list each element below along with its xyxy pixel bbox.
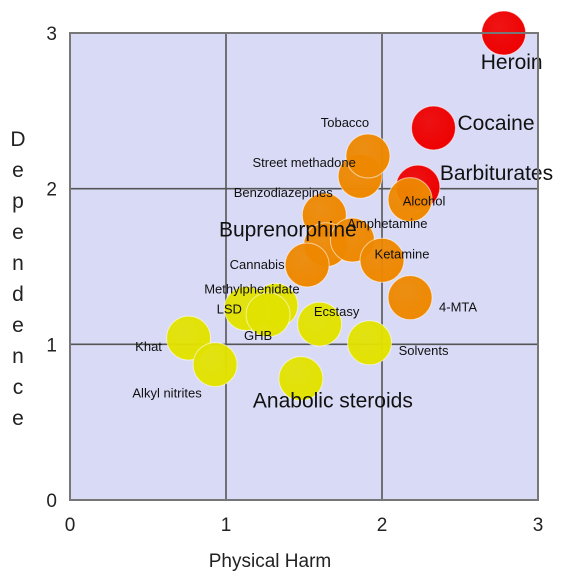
x-tick-label: 2 — [377, 515, 388, 536]
y-axis-label-letter: d — [12, 283, 24, 306]
point-label-amphetamine: Amphetamine — [347, 216, 427, 231]
point-ketamine — [359, 237, 405, 283]
point-label-methylphenidate: Methylphenidate — [204, 281, 299, 296]
x-tick-label: 3 — [533, 515, 544, 536]
point-label-barbiturates: Barbiturates — [440, 162, 553, 185]
point-label-solvents: Solvents — [399, 343, 449, 358]
point-label-ketamine: Ketamine — [375, 246, 430, 261]
point-label-cocaine: Cocaine — [457, 112, 534, 135]
y-axis-label-letter: n — [12, 252, 24, 275]
point-alkyl-nitrites — [192, 342, 238, 388]
point-label-ecstasy: Ecstasy — [314, 304, 360, 319]
point-label-khat: Khat — [135, 339, 162, 354]
point-label-heroin: Heroin — [481, 51, 543, 74]
point-cocaine — [410, 105, 456, 151]
x-tick-label: 1 — [221, 515, 232, 536]
y-tick-label: 0 — [46, 491, 57, 512]
y-axis-label-letter: p — [12, 190, 24, 213]
y-tick-label: 3 — [46, 24, 57, 45]
y-axis-label-letter: n — [12, 345, 24, 368]
tick-labels: 0 1 2 3 0 1 2 3 — [46, 24, 543, 536]
point-label-cannabis: Cannabis — [230, 257, 285, 272]
point-alcohol — [387, 177, 433, 223]
point-label-buprenorphine: Buprenorphine — [219, 219, 357, 242]
y-axis-label-letter: c — [13, 376, 24, 399]
x-tick-label: 0 — [65, 515, 76, 536]
y-tick-label: 2 — [46, 180, 57, 201]
point-label-tobacco: Tobacco — [321, 115, 369, 130]
point-label-lsd: LSD — [217, 302, 242, 317]
point-tobacco — [345, 133, 391, 179]
point-label-ghb: GHB — [244, 328, 272, 343]
y-axis-label-letter: e — [12, 314, 24, 337]
point-label-alkyl-nitrites: Alkyl nitrites — [132, 386, 202, 401]
point-label-alcohol: Alcohol — [403, 194, 446, 209]
y-axis-label-letter: e — [12, 159, 24, 182]
point-ghb — [245, 292, 291, 338]
point-ecstasy — [297, 301, 343, 347]
y-axis-label-letter: e — [12, 407, 24, 430]
point-label-street-methadone: Street methadone — [252, 155, 355, 170]
point-4-mta — [387, 275, 433, 321]
point-solvents — [347, 320, 393, 366]
point-anabolic-steroids — [278, 356, 324, 402]
point-cannabis — [284, 242, 330, 288]
x-axis-label: Physical Harm — [209, 551, 331, 572]
y-axis-label-letter: D — [10, 128, 25, 151]
point-label-anabolic-steroids: Anabolic steroids — [253, 390, 413, 413]
point-label-4-mta: 4-MTA — [439, 300, 477, 315]
plot-frame — [69, 32, 539, 501]
y-axis-label-letter: e — [12, 221, 24, 244]
point-label-benzodiazepines: Benzodiazepines — [234, 185, 334, 200]
y-tick-label: 1 — [46, 335, 57, 356]
